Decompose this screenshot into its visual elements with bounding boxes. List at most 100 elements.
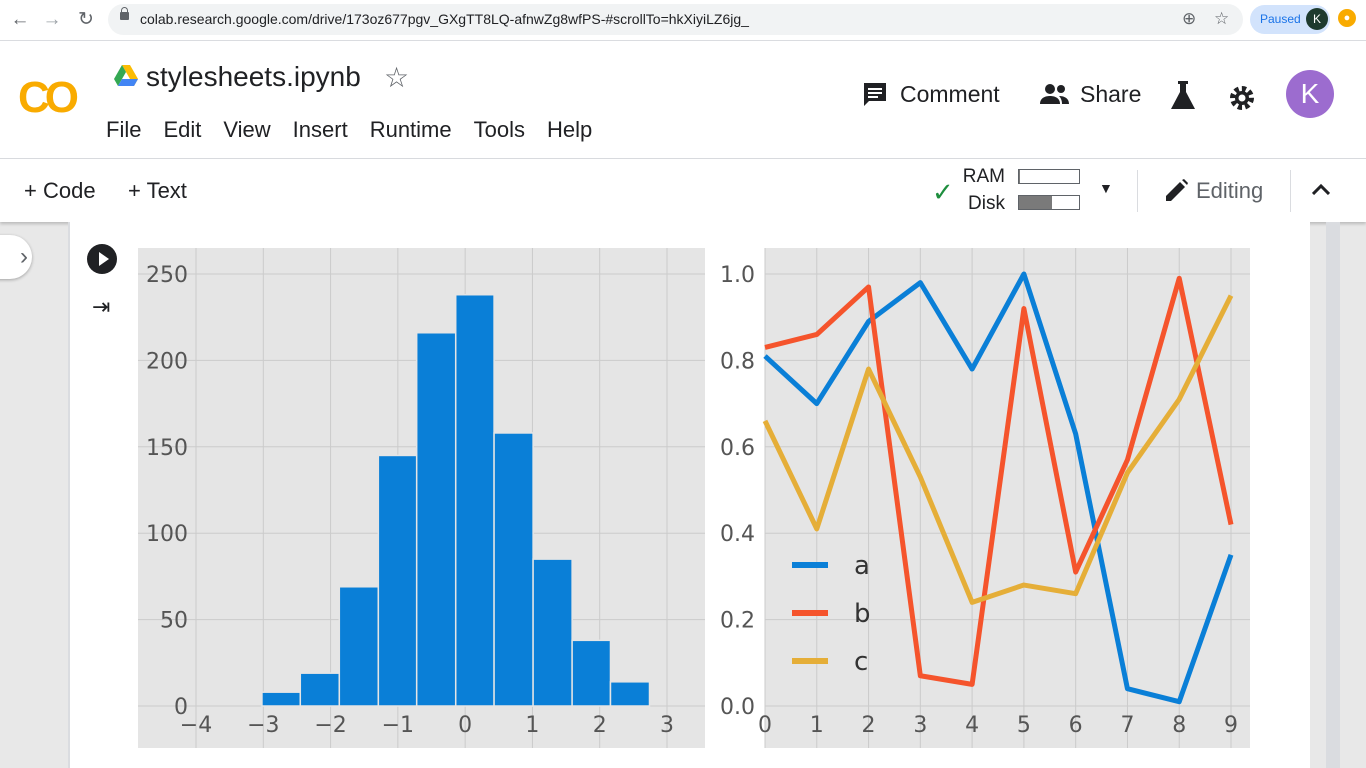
hist-y-tick-label: 200: [146, 349, 188, 374]
toolbar-divider: [1137, 170, 1138, 212]
menu-tools[interactable]: Tools: [473, 117, 525, 142]
hist-x-tick-label: −1: [382, 713, 414, 738]
line-x-tick-label: 9: [1224, 713, 1238, 738]
disk-usage-bar: [1018, 195, 1080, 210]
sync-paused-button[interactable]: Paused K: [1250, 5, 1330, 34]
histogram-bar: [493, 432, 534, 707]
line-x-tick-label: 8: [1172, 713, 1186, 738]
menu-file[interactable]: File: [106, 117, 142, 142]
line-x-tick-label: 2: [862, 713, 876, 738]
histogram-bar: [299, 672, 341, 707]
comment-button[interactable]: Comment: [862, 81, 1000, 108]
line-y-tick-label: 0.4: [720, 522, 755, 547]
add-text-button[interactable]: + Text: [128, 178, 187, 203]
menu-bar: File Edit View Insert Runtime Tools Help: [106, 117, 614, 143]
histogram-bar: [338, 586, 380, 707]
add-code-button[interactable]: + Code: [24, 178, 96, 203]
profile-avatar: K: [1306, 8, 1328, 30]
resources-dropdown-icon[interactable]: ▼: [1099, 180, 1113, 196]
hist-x-tick-label: −2: [314, 713, 346, 738]
histogram-bar: [377, 454, 418, 707]
histogram-bar: [261, 691, 302, 707]
editing-button[interactable]: Editing: [1166, 178, 1263, 204]
paused-label: Paused: [1260, 12, 1301, 26]
address-bar[interactable]: colab.research.google.com/drive/173oz677…: [108, 4, 1243, 35]
menu-help[interactable]: Help: [546, 117, 593, 142]
gear-icon[interactable]: [1228, 84, 1256, 112]
series-line-c: [762, 294, 1234, 605]
menu-view[interactable]: View: [223, 117, 271, 142]
line-x-tick-label: 0: [758, 713, 772, 738]
star-icon[interactable]: ☆: [384, 62, 410, 93]
series-line-a: [763, 271, 1234, 705]
line-x-tick-label: 6: [1069, 713, 1083, 738]
bookmark-star-icon[interactable]: ☆: [1214, 9, 1230, 28]
chevron-right-icon[interactable]: ›: [0, 235, 32, 279]
series-line-b: [764, 275, 1234, 687]
menu-runtime[interactable]: Runtime: [369, 117, 452, 142]
hist-y-tick-label: 0: [174, 695, 188, 720]
hist-x-tick-label: 3: [660, 713, 674, 738]
flask-icon[interactable]: [1170, 81, 1196, 111]
colab-header: CO stylesheets.ipynb ☆ File Edit View In…: [0, 41, 1366, 159]
line-x-tick-label: 5: [1017, 713, 1031, 738]
hist-x-tick-label: −4: [180, 713, 212, 738]
histogram-bar: [532, 558, 573, 707]
share-button[interactable]: Share: [1040, 81, 1141, 108]
lock-icon: [120, 7, 129, 20]
legend-label-a: a: [854, 551, 870, 581]
editing-label: Editing: [1196, 178, 1264, 203]
scrollbar[interactable]: [1326, 222, 1340, 768]
extension-icon[interactable]: ●: [1338, 9, 1356, 27]
legend-label-b: b: [854, 599, 871, 629]
hist-y-tick-label: 150: [146, 436, 188, 461]
forward-arrow-icon[interactable]: →: [42, 9, 62, 30]
colab-logo[interactable]: CO: [18, 73, 79, 122]
menu-insert[interactable]: Insert: [292, 117, 348, 142]
line-y-tick-label: 0.0: [720, 695, 755, 720]
pencil-icon: [1166, 179, 1188, 201]
line-x-tick-label: 7: [1120, 713, 1134, 738]
line-y-tick-label: 0.8: [720, 349, 755, 374]
legend-label-c: c: [854, 647, 868, 677]
people-icon: [1040, 84, 1069, 104]
notebook-toolbar: + Code + Text ✓ RAM Disk ▼ Editing: [0, 159, 1366, 222]
disk-usage-fill: [1019, 196, 1052, 209]
drive-icon: [114, 65, 138, 86]
browser-toolbar: ← → ↻ colab.research.google.com/drive/17…: [0, 0, 1366, 41]
hist-y-tick-label: 50: [160, 609, 188, 634]
account-avatar[interactable]: K: [1286, 70, 1334, 118]
url-text: colab.research.google.com/drive/173oz677…: [140, 11, 749, 27]
run-cell-icon[interactable]: [87, 244, 117, 274]
comment-label: Comment: [900, 81, 1000, 107]
comment-icon: [864, 83, 886, 106]
hist-y-tick-label: 250: [146, 263, 188, 288]
check-icon: ✓: [932, 177, 954, 207]
hist-x-tick-label: 0: [458, 713, 472, 738]
line-y-tick-label: 0.6: [720, 436, 755, 461]
back-arrow-icon[interactable]: ←: [10, 9, 30, 30]
plot-background: [138, 248, 1250, 748]
ram-label: RAM: [962, 166, 1005, 187]
histogram-bar: [415, 332, 457, 707]
notebook-title[interactable]: stylesheets.ipynb: [146, 61, 361, 92]
line-x-tick-label: 4: [965, 713, 979, 738]
ram-usage-bar: [1018, 169, 1080, 184]
line-y-tick-label: 1.0: [720, 263, 755, 288]
line-x-tick-label: 3: [913, 713, 927, 738]
ram-usage-fill: [1019, 170, 1021, 183]
output-exit-icon[interactable]: ⇥: [92, 294, 111, 319]
histogram-bar: [609, 681, 651, 707]
zoom-icon[interactable]: ⊕: [1182, 9, 1197, 28]
share-label: Share: [1080, 81, 1142, 107]
plot-gap: [705, 248, 765, 748]
menu-edit[interactable]: Edit: [163, 117, 202, 142]
reload-icon[interactable]: ↻: [78, 9, 94, 30]
histogram-bar: [454, 293, 495, 707]
disk-label: Disk: [968, 193, 1005, 214]
line-x-tick-label: 1: [810, 713, 824, 738]
collapse-header-icon[interactable]: [1312, 183, 1330, 195]
line-y-tick-label: 0.2: [720, 609, 755, 634]
histogram-bar: [571, 639, 612, 707]
